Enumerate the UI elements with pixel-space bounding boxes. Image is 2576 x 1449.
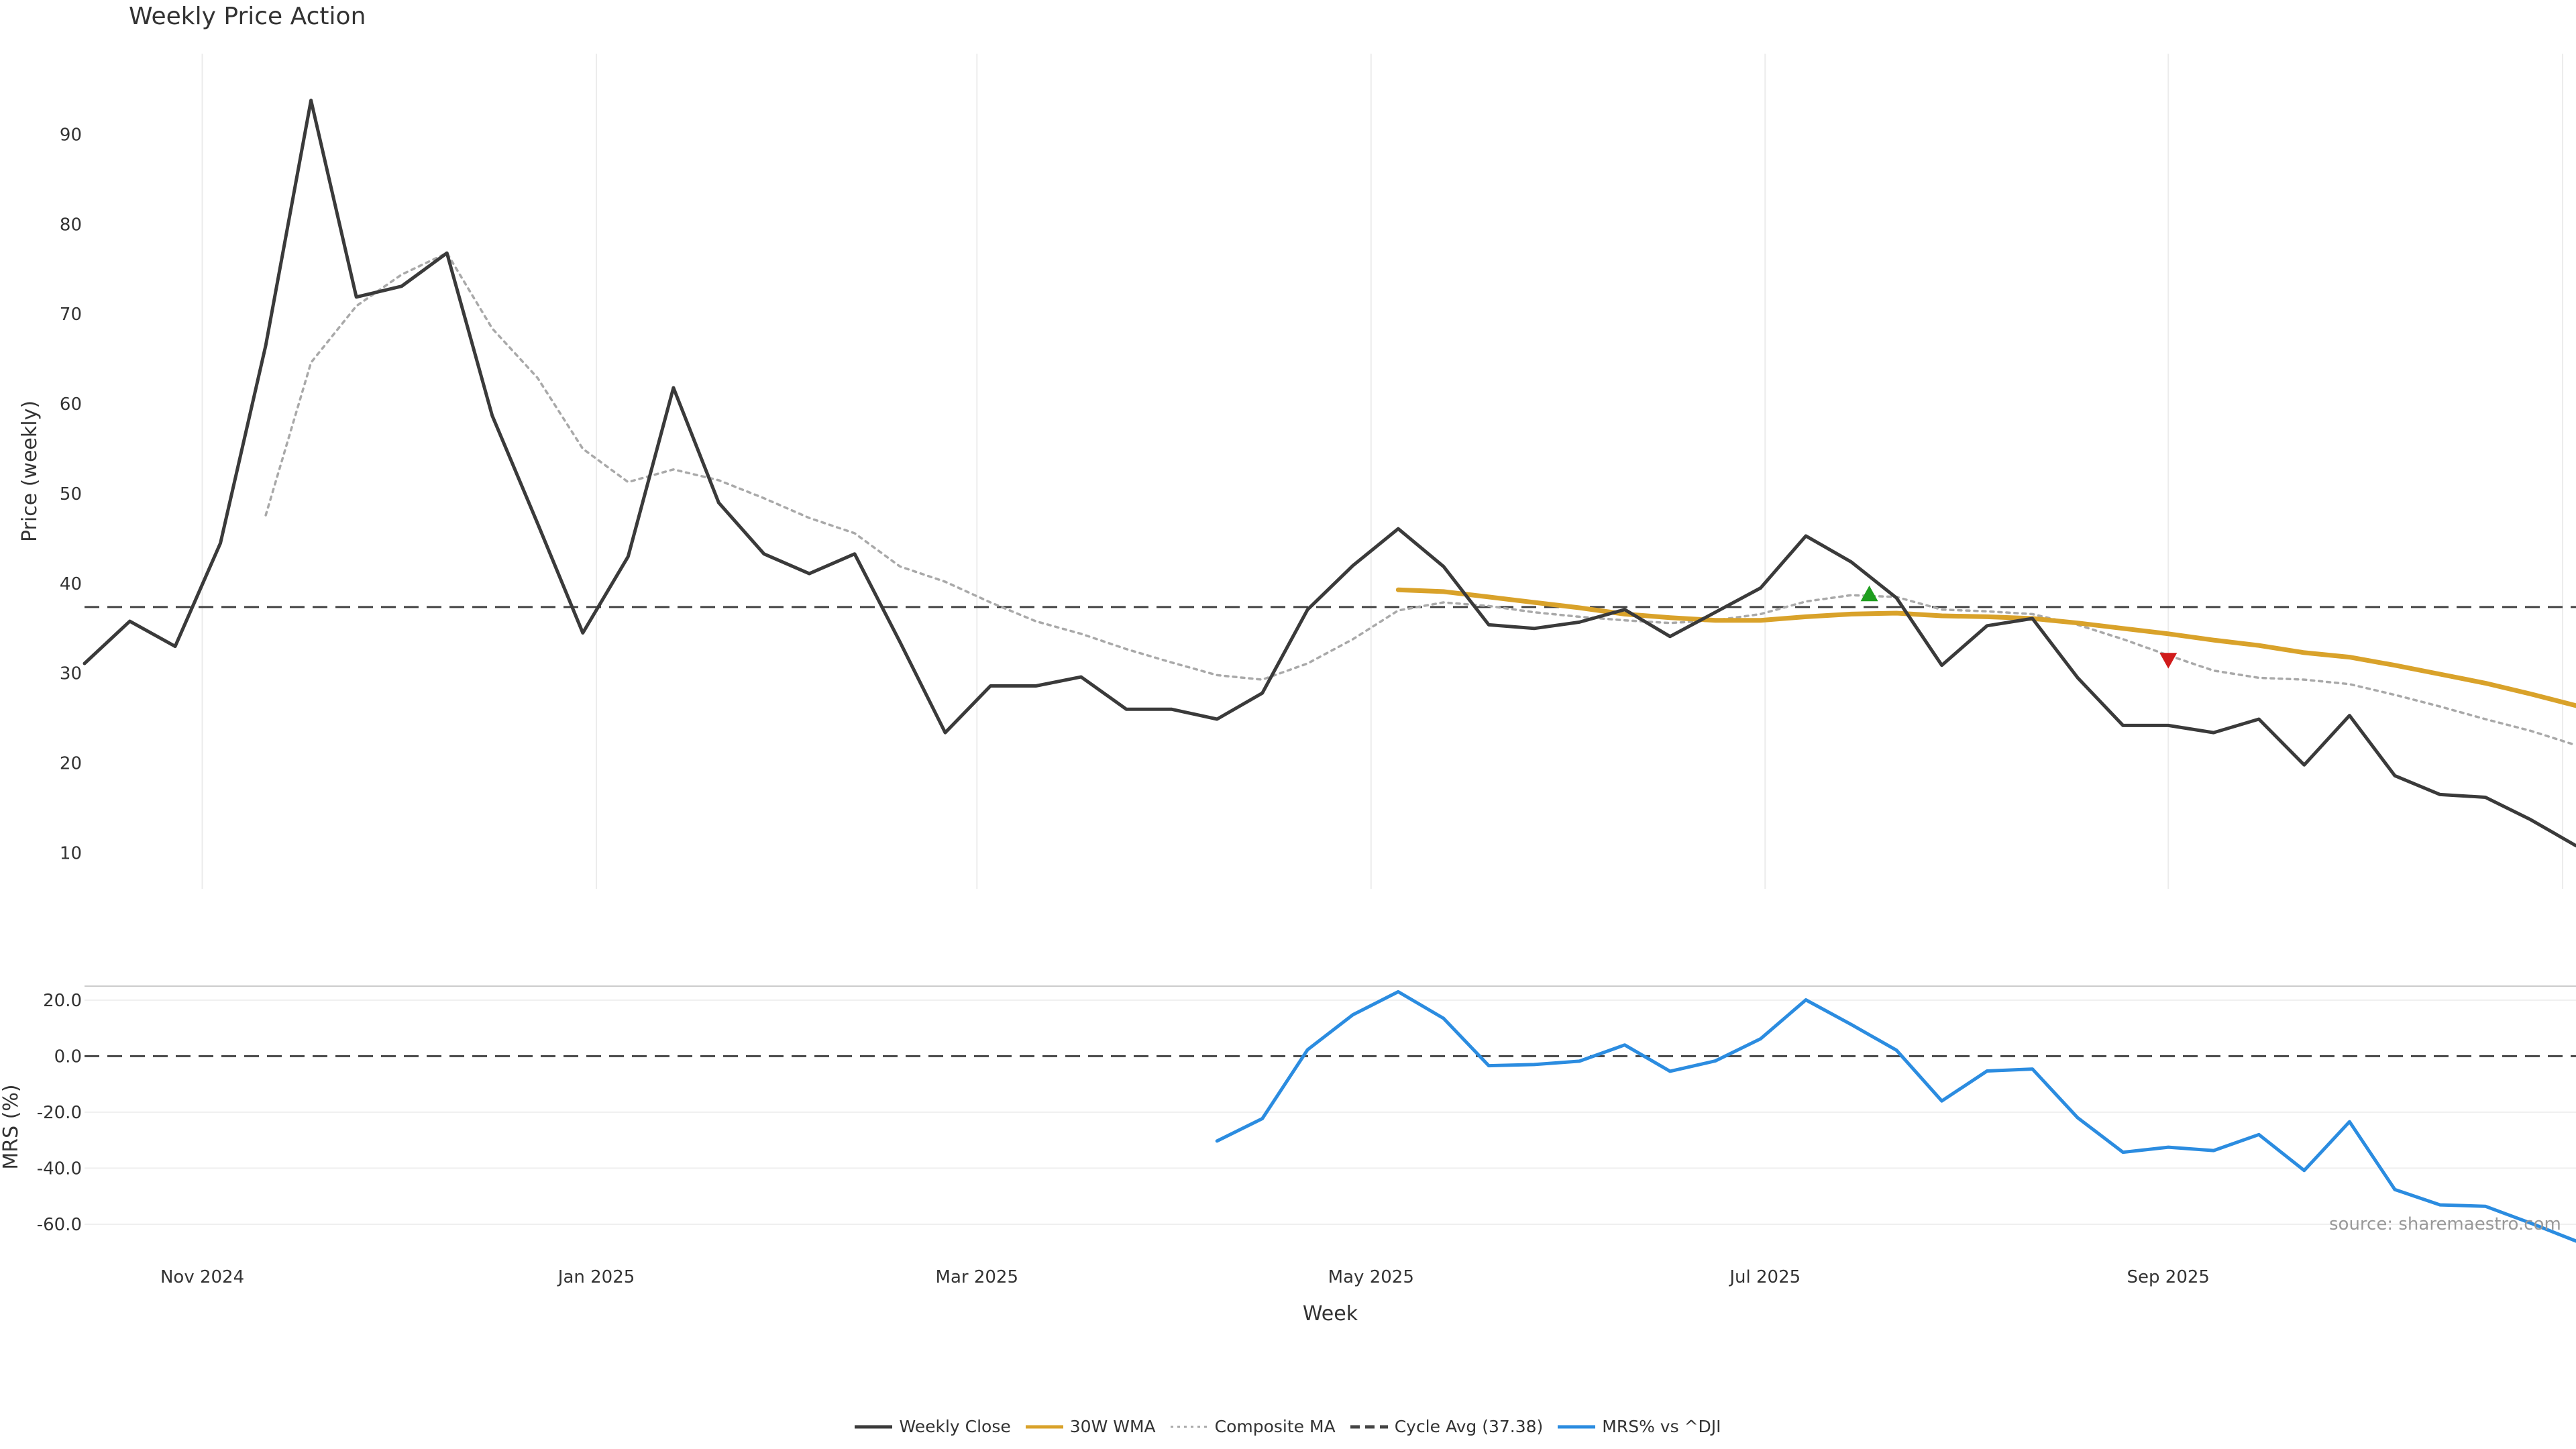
price-y-tick-label: 60	[60, 394, 82, 415]
buy-signal-marker	[1860, 585, 1878, 602]
price-y-tick-label: 30	[60, 664, 82, 684]
mrs-y-tick-label: 0.0	[54, 1046, 82, 1067]
x-axis-label: Week	[1303, 1302, 1358, 1326]
price-30w-wma-line	[1395, 587, 2576, 708]
mrs-y-tick-label: -20.0	[37, 1103, 82, 1123]
legend-item: 30W WMA	[1025, 1417, 1156, 1436]
x-tick-label: May 2025	[1328, 1267, 1414, 1287]
legend-swatch	[1170, 1426, 1208, 1428]
mrs-y-tick-label: 20.0	[43, 991, 82, 1011]
legend-item: Weekly Close	[855, 1417, 1011, 1436]
legend-item: Cycle Avg (37.38)	[1350, 1417, 1544, 1436]
legend-label: MRS% vs ^DJI	[1602, 1417, 1721, 1436]
x-axis: Nov 2024 Jan 2025 Mar 2025 May 2025 Jul 2025…	[160, 1267, 2210, 1326]
price-y-tick-label: 20	[60, 754, 82, 774]
price-y-tick-label: 80	[60, 215, 82, 235]
price-y-axis-label: Price (weekly)	[18, 400, 42, 542]
sell-signal-marker	[2159, 653, 2178, 669]
legend-label: Cycle Avg (37.38)	[1394, 1417, 1544, 1436]
mrs-y-axis-label: MRS (%)	[0, 1084, 23, 1169]
x-tick-label: Nov 2024	[160, 1267, 244, 1287]
price-y-tick-label: 90	[60, 125, 82, 145]
mrs-panel: 20.0 0.0 -20.0 -40.0 -60.0 MRS (%)	[0, 985, 2576, 1243]
x-tick-label: Jul 2025	[1728, 1267, 1801, 1287]
chart-title: Weekly Price Action	[129, 3, 366, 30]
source-label: source: sharemaestro.com	[2329, 1214, 2561, 1234]
x-tick-label: Jan 2025	[557, 1267, 635, 1287]
price-weekly-close-line	[83, 99, 2576, 848]
mrs-y-tick-label: -40.0	[37, 1159, 82, 1179]
price-composite-ma-line	[264, 252, 2576, 747]
legend: Weekly Close 30W WMA Composite MA Cycle Avg…	[0, 1417, 2576, 1436]
price-y-tick-label: 10	[60, 843, 82, 863]
price-y-tick-label: 70	[60, 305, 82, 325]
legend-label: Composite MA	[1214, 1417, 1336, 1436]
legend-swatch	[1025, 1425, 1063, 1428]
price-y-tick-label: 40	[60, 574, 82, 594]
legend-item: Composite MA	[1170, 1417, 1336, 1436]
legend-label: 30W WMA	[1069, 1417, 1156, 1436]
price-panel: 10 20 30 40 50 60 70 80 90 Price (weekly)	[18, 54, 2576, 889]
x-tick-label: Mar 2025	[936, 1267, 1019, 1287]
legend-swatch	[1558, 1425, 1596, 1428]
legend-item: MRS% vs ^DJI	[1558, 1417, 1721, 1436]
legend-swatch	[1350, 1425, 1388, 1428]
legend-swatch	[855, 1425, 893, 1428]
mrs-y-tick-label: -60.0	[37, 1215, 82, 1235]
x-tick-label: Sep 2025	[2127, 1267, 2210, 1287]
price-y-tick-label: 50	[60, 484, 82, 504]
legend-label: Weekly Close	[899, 1417, 1011, 1436]
mrs-mrs-vs-dji-line	[1215, 989, 2576, 1243]
